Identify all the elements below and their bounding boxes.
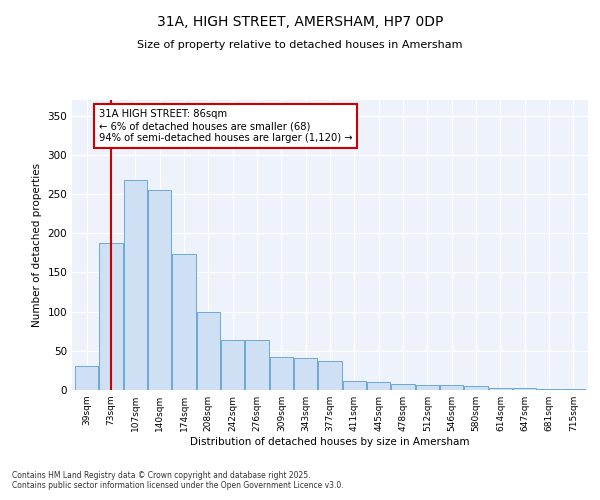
Bar: [148, 190, 171, 390]
Bar: [538, 389, 560, 390]
Bar: [562, 389, 585, 390]
Bar: [367, 382, 390, 390]
Bar: [343, 380, 366, 390]
Bar: [124, 180, 147, 390]
Bar: [197, 312, 220, 390]
Y-axis label: Number of detached properties: Number of detached properties: [32, 163, 42, 327]
Bar: [221, 340, 244, 390]
Bar: [270, 357, 293, 390]
Bar: [513, 388, 536, 390]
Text: Contains HM Land Registry data © Crown copyright and database right 2025.
Contai: Contains HM Land Registry data © Crown c…: [12, 470, 344, 490]
Bar: [294, 358, 317, 390]
Bar: [100, 242, 122, 390]
Bar: [172, 254, 196, 390]
Bar: [391, 384, 415, 390]
Bar: [75, 366, 98, 390]
Bar: [489, 388, 512, 390]
Bar: [245, 340, 269, 390]
Bar: [440, 386, 463, 390]
Bar: [464, 386, 488, 390]
Text: 31A HIGH STREET: 86sqm
← 6% of detached houses are smaller (68)
94% of semi-deta: 31A HIGH STREET: 86sqm ← 6% of detached …: [99, 110, 352, 142]
Bar: [319, 361, 341, 390]
Text: 31A, HIGH STREET, AMERSHAM, HP7 0DP: 31A, HIGH STREET, AMERSHAM, HP7 0DP: [157, 15, 443, 29]
X-axis label: Distribution of detached houses by size in Amersham: Distribution of detached houses by size …: [190, 437, 470, 447]
Text: Size of property relative to detached houses in Amersham: Size of property relative to detached ho…: [137, 40, 463, 50]
Bar: [416, 384, 439, 390]
